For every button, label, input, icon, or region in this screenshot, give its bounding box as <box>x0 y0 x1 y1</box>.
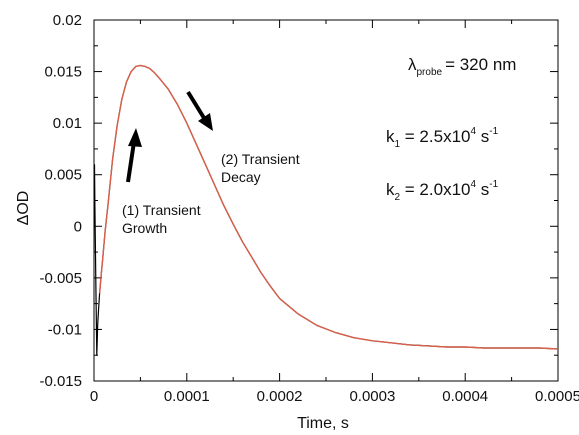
decay-label-line1: (2) Transient <box>221 151 300 167</box>
y-tick-label: 0.005 <box>44 167 82 184</box>
y-tick-label: 0.02 <box>53 12 82 29</box>
axis-ticks <box>93 19 559 382</box>
growth-label-line2: Growth <box>122 220 167 236</box>
lambda-annotation: λprobe = 320 nm <box>408 55 516 78</box>
y-tick-label: 0.01 <box>53 115 82 132</box>
plot-frame <box>93 19 559 382</box>
x-tick-label: 0.0001 <box>164 388 210 405</box>
y-tick-label: -0.005 <box>39 270 82 287</box>
x-tick-label: 0 <box>90 388 98 405</box>
x-tick-label: 0.0002 <box>257 388 303 405</box>
x-tick-label: 0.0003 <box>349 388 395 405</box>
fit-curve-line <box>98 64 559 350</box>
x-tick-label: 0.0005 <box>535 388 579 405</box>
k1-annotation: k1 = 2.5x104 s-1 <box>386 126 499 150</box>
growth-arrow <box>126 128 142 183</box>
y-tick-label: -0.01 <box>48 321 82 338</box>
y-tick-label: -0.015 <box>39 373 82 390</box>
y-axis-title: ΔOD <box>15 191 32 226</box>
axis-tick-labels: 0 0.0001 0.0002 0.0003 0.0004 0.0005 0.02 0.015… <box>39 12 579 405</box>
growth-label-line1: (1) Transient <box>122 202 201 218</box>
decay-label-line2: Decay <box>221 169 261 185</box>
series-layer <box>93 64 559 356</box>
decay-arrow <box>186 90 213 131</box>
y-tick-label: 0.015 <box>44 64 82 81</box>
x-tick-label: 0.0004 <box>442 388 488 405</box>
x-axis-title: Time, s <box>297 415 349 432</box>
y-tick-label: 0 <box>74 218 82 235</box>
k2-annotation: k2 = 2.0x104 s-1 <box>386 179 499 203</box>
